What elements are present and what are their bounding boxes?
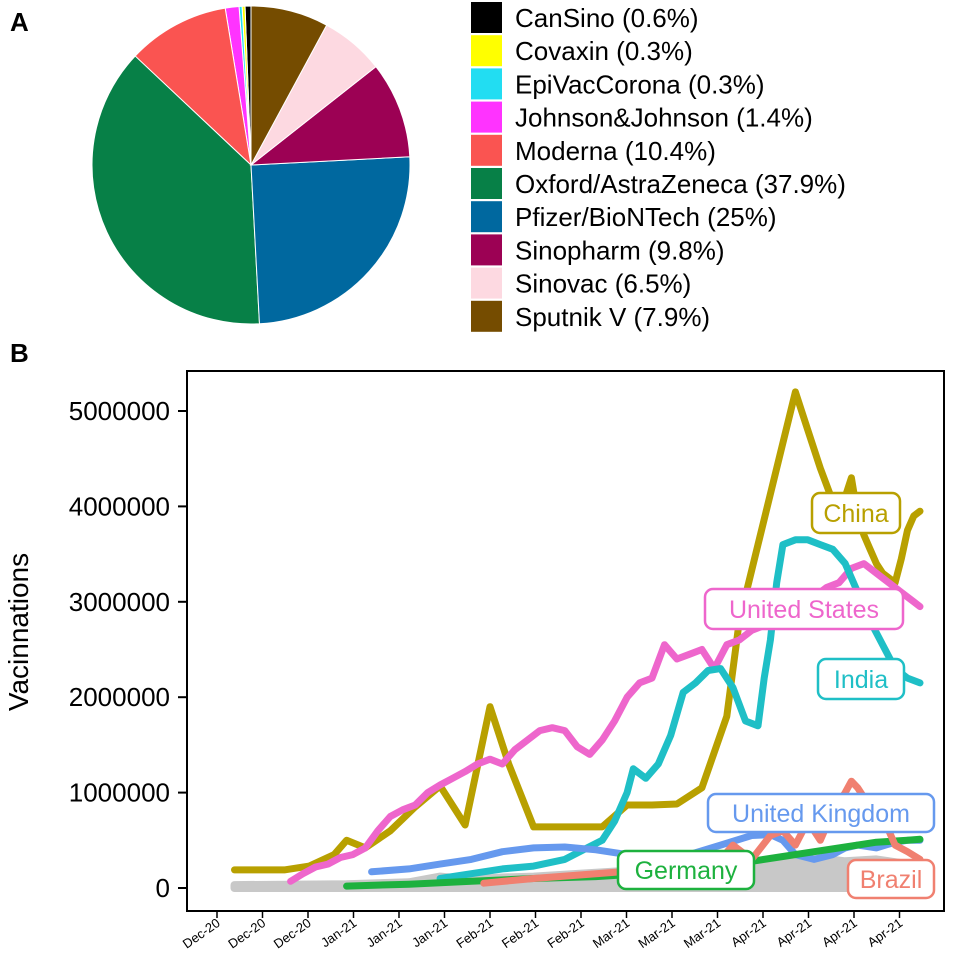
x-tick-label: Dec-20 <box>180 915 223 951</box>
legend-swatch <box>471 300 502 332</box>
y-axis-ticks: 0 1000000 2000000 3000000 4000000 5000000 <box>69 396 187 903</box>
legend-item-johnson-johnson: Johnson&Johnson (1.4%) <box>471 101 813 133</box>
x-tick-label: Jan-21 <box>318 915 359 950</box>
legend-swatch <box>471 2 502 33</box>
x-tick-label: Apr-21 <box>819 915 860 950</box>
x-tick-label: Jan-21 <box>364 915 405 950</box>
legend-swatch <box>471 35 502 67</box>
series-label-text: Brazil <box>860 866 923 894</box>
legend-label: CanSino (0.6%) <box>515 3 699 33</box>
series-label-text: China <box>823 500 888 528</box>
legend-swatch <box>471 234 502 266</box>
legend-label: Pfizer/BioNTech (25%) <box>515 202 777 232</box>
x-tick-label: Apr-21 <box>728 915 769 950</box>
legend-swatch <box>471 134 502 166</box>
legend-swatch <box>471 101 502 133</box>
legend-item-moderna: Moderna (10.4%) <box>471 134 716 166</box>
series-label-box <box>616 849 756 891</box>
series-labels: China United States India United Kingdom Ger… <box>616 491 936 900</box>
y-axis-title: Vacinnations <box>3 553 34 711</box>
pie-slice-oxford-astrazeneca <box>91 55 261 325</box>
series-label-box <box>706 792 936 834</box>
plot-frame <box>186 370 945 912</box>
series-label-text: Germany <box>635 857 738 885</box>
legend-label: Covaxin (0.3%) <box>515 36 693 66</box>
pie-slice-moderna <box>134 7 252 167</box>
series-label-box <box>846 858 936 900</box>
x-tick-label: Jan-21 <box>409 915 450 950</box>
legend-item-sinopharm: Sinopharm (9.8%) <box>471 234 725 266</box>
x-tick-label: Dec-20 <box>271 915 314 951</box>
y-tick-label: 2000000 <box>69 682 170 712</box>
x-tick-label: Mar-21 <box>635 915 677 951</box>
series-label-india: India <box>816 657 906 701</box>
series-line-china <box>231 388 924 874</box>
y-tick-label: 5000000 <box>69 396 170 426</box>
x-tick-label: Apr-21 <box>865 915 906 950</box>
legend-swatch <box>471 168 502 199</box>
legend-label: EpiVacCorona (0.3%) <box>515 69 765 99</box>
series-label-box <box>810 491 902 535</box>
x-tick-label: Apr-21 <box>774 915 815 950</box>
legend-item-pfizer-biontech: Pfizer/BioNTech (25%) <box>471 201 777 233</box>
legend-label: Moderna (10.4%) <box>515 136 716 166</box>
series-label-box <box>703 587 905 631</box>
pie-legend: CanSino (0.6%)Covaxin (0.3%)EpiVacCorona… <box>471 2 846 332</box>
series-label-united-states: United States <box>703 587 905 631</box>
pie-slice-sinopharm <box>249 65 411 166</box>
y-tick-label: 4000000 <box>69 491 170 521</box>
x-tick-label: Mar-21 <box>681 915 723 951</box>
legend-label: Oxford/AstraZeneca (37.9%) <box>515 169 846 199</box>
series-line-india <box>436 536 924 882</box>
x-tick-label: Feb-21 <box>544 915 586 951</box>
pie-chart <box>91 5 411 325</box>
series-label-brazil: Brazil <box>846 858 936 900</box>
legend-item-covaxin: Covaxin (0.3%) <box>471 35 693 67</box>
legend-label: Sputnik V (7.9%) <box>515 302 710 332</box>
x-tick-label: Feb-21 <box>499 915 541 951</box>
legend-label: Johnson&Johnson (1.4%) <box>515 103 813 133</box>
panel-a-label: A <box>10 7 29 37</box>
series-label-germany: Germany <box>616 849 756 891</box>
x-tick-label: Feb-21 <box>453 915 495 951</box>
x-tick-label: Mar-21 <box>590 915 632 951</box>
legend-swatch <box>471 267 502 299</box>
legend-item-oxford-astrazeneca: Oxford/AstraZeneca (37.9%) <box>471 168 846 199</box>
series-label-text: India <box>834 666 888 694</box>
legend-label: Sinovac (6.5%) <box>515 269 691 299</box>
legend-label: Sinopharm (9.8%) <box>515 235 725 265</box>
legend-item-cansino: CanSino (0.6%) <box>471 2 699 33</box>
series-label-china: China <box>810 491 902 535</box>
x-tick-label: Dec-20 <box>225 915 268 951</box>
legend-item-epivaccorona: EpiVacCorona (0.3%) <box>471 68 765 100</box>
x-axis-ticks: Dec-20 Dec-20 Dec-20 Jan-21 Jan-21 Jan-21 Feb-… <box>180 911 905 952</box>
y-tick-label: 3000000 <box>69 587 170 617</box>
y-tick-label: 0 <box>156 873 170 903</box>
pie-slice-sputnik-v <box>250 5 328 166</box>
series-label-text: United Kingdom <box>732 800 910 828</box>
panel-b-label: B <box>10 338 29 368</box>
series-label-box <box>816 657 906 701</box>
series-label-united-kingdom: United Kingdom <box>706 792 936 834</box>
y-tick-label: 1000000 <box>69 778 170 808</box>
legend-swatch <box>471 68 502 100</box>
legend-swatch <box>471 201 502 233</box>
legend-item-sinovac: Sinovac (6.5%) <box>471 267 691 299</box>
legend-item-sputnik-v: Sputnik V (7.9%) <box>471 300 710 332</box>
pie-slice-pfizer-biontech <box>250 156 411 325</box>
series-label-text: United States <box>729 596 879 624</box>
